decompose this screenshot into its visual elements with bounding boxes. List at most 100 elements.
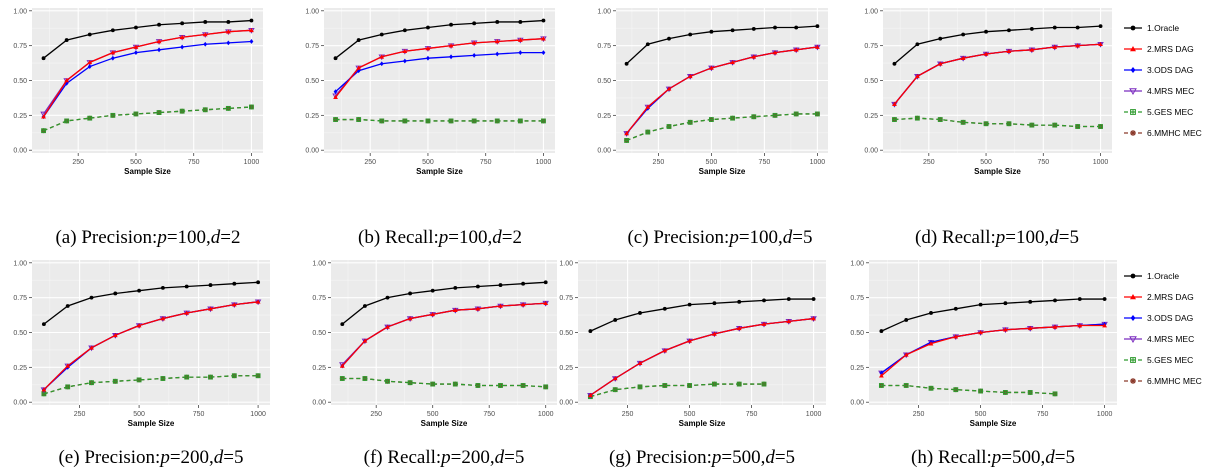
series-2-mrs-dag [879, 323, 1107, 378]
data-point [786, 297, 791, 301]
x-axis-label: Sample Size [699, 167, 746, 176]
data-point [687, 338, 692, 343]
x-tick-label: 250 [923, 159, 935, 166]
data-point [761, 381, 767, 387]
data-point [624, 138, 630, 143]
data-point [232, 281, 237, 286]
data-point [110, 28, 115, 33]
data-point [613, 318, 618, 322]
data-point [687, 73, 693, 79]
data-point [712, 331, 717, 336]
data-point [156, 39, 162, 44]
data-point [430, 381, 436, 387]
legend-marker [1130, 109, 1136, 115]
x-tick-label: 1000 [1093, 159, 1109, 166]
legend-item: 4.MRS MEC [1124, 86, 1194, 96]
series-line [626, 46, 818, 134]
data-point [89, 380, 94, 386]
y-tick-label: 0.50 [305, 78, 319, 85]
chart-panel-7: 0.00 0.25 0.50 0.75 1.00 250 500 750 1000 Sample … [559, 260, 826, 468]
data-point [160, 285, 165, 290]
data-point [340, 322, 345, 327]
data-point [333, 94, 338, 100]
data-point [333, 117, 338, 122]
series-line [43, 106, 252, 132]
y-tick-label: 0.00 [312, 400, 326, 407]
series-3-ods-dag [41, 39, 254, 120]
x-tick-label: 1000 [250, 411, 266, 418]
y-tick-label: 0.00 [13, 400, 27, 407]
data-point [452, 307, 458, 312]
series-line [335, 19, 544, 59]
data-point [645, 42, 650, 47]
legend-label: 3.ODS DAG [1147, 313, 1193, 323]
data-point [157, 47, 161, 53]
series-line [881, 298, 1105, 332]
y-tick-label: 0.75 [850, 295, 864, 302]
data-point [637, 360, 643, 365]
data-point [134, 25, 138, 30]
data-point [518, 50, 523, 56]
series-line [342, 377, 546, 388]
data-point [1027, 390, 1033, 395]
data-point [960, 55, 966, 60]
subfigure-caption: (e) Precision:p=200,d=5 [58, 447, 243, 468]
data-point [137, 288, 142, 293]
data-point [903, 383, 909, 388]
series-line [590, 383, 764, 398]
data-point [225, 105, 231, 111]
data-point [612, 376, 618, 381]
legend-item: 3.ODS DAG [1124, 65, 1193, 75]
data-point [407, 316, 413, 321]
series-line [43, 29, 252, 118]
data-point [231, 302, 237, 307]
series-5-ges-mec [41, 104, 254, 134]
data-point [426, 55, 430, 61]
data-point [543, 300, 549, 306]
data-point [978, 388, 984, 394]
data-point [762, 298, 766, 303]
data-point [184, 284, 189, 289]
data-point [637, 384, 643, 390]
series-line [43, 281, 259, 325]
data-point [711, 381, 717, 387]
data-point [541, 118, 546, 124]
series-1-oracle [333, 18, 546, 61]
data-point [64, 80, 69, 86]
x-axis-label: Sample Size [416, 167, 463, 176]
series-line [43, 40, 252, 118]
series-3-ods-dag [333, 50, 546, 95]
legend-2: 1.Oracle 2.MRS DAG 3.ODS DAG 4.MRS MEC 5.GES… [1124, 271, 1202, 386]
legend-item: 2.MRS DAG [1124, 44, 1194, 54]
data-point [249, 18, 254, 23]
data-point [379, 118, 385, 124]
x-axis-label: Sample Size [679, 419, 726, 428]
y-tick-label: 0.00 [850, 400, 864, 407]
data-point [356, 68, 361, 74]
data-point [475, 306, 481, 311]
data-point [518, 20, 523, 24]
data-point [1003, 301, 1008, 306]
data-point [65, 384, 71, 390]
data-point [110, 55, 115, 61]
data-point [379, 32, 384, 37]
data-point [892, 117, 897, 122]
data-point [1029, 122, 1035, 128]
data-point [1052, 324, 1058, 329]
data-point [402, 48, 408, 54]
legend-label: 6.MMHC MEC [1147, 376, 1202, 386]
data-point [65, 363, 71, 368]
data-point [928, 385, 934, 391]
data-point [666, 124, 672, 129]
data-point [815, 24, 820, 29]
data-point [475, 284, 480, 289]
data-point [520, 383, 526, 388]
data-point [712, 301, 717, 306]
data-point [687, 383, 693, 388]
data-point [498, 283, 503, 288]
y-tick-label: 0.50 [312, 330, 326, 337]
legend-marker [1130, 378, 1136, 384]
series-1-oracle [879, 297, 1107, 334]
data-point [543, 384, 549, 390]
data-point [256, 280, 261, 285]
